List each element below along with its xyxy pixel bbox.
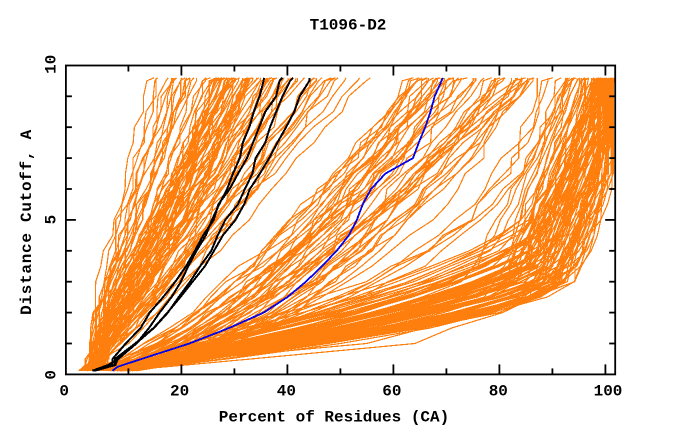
svg-text:0: 0 [43, 370, 61, 380]
svg-text:60: 60 [382, 383, 401, 401]
svg-text:Distance Cutoff, A: Distance Cutoff, A [18, 129, 36, 315]
svg-text:5: 5 [43, 215, 61, 225]
svg-text:100: 100 [594, 383, 623, 401]
svg-text:20: 20 [170, 383, 189, 401]
svg-text:Percent of Residues (CA): Percent of Residues (CA) [219, 409, 449, 427]
svg-text:T1096-D2: T1096-D2 [310, 16, 387, 34]
svg-text:40: 40 [277, 383, 296, 401]
svg-text:80: 80 [489, 383, 508, 401]
svg-text:10: 10 [43, 55, 61, 74]
svg-text:0: 0 [59, 383, 69, 401]
